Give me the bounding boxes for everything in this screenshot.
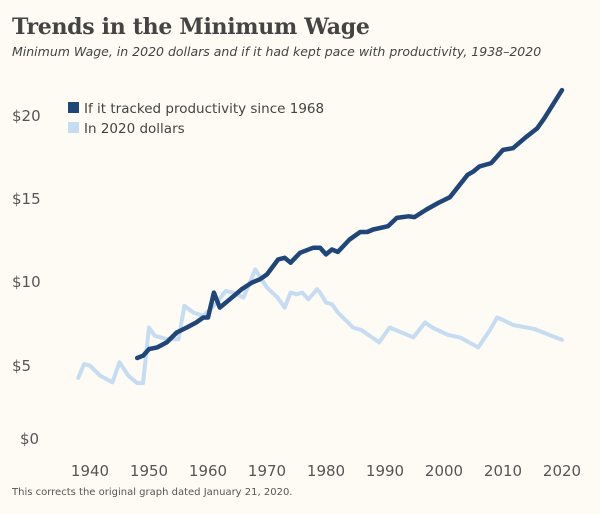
y-tick-label: $0 <box>20 430 39 448</box>
x-tick-label: 1980 <box>307 462 345 480</box>
chart-subtitle: Minimum Wage, in 2020 dollars and if it … <box>12 44 542 59</box>
series-line-2020-dollars <box>76 267 564 386</box>
x-tick-label: 1990 <box>366 462 404 480</box>
series-line-productivity <box>134 87 565 361</box>
x-tick-label: 2010 <box>484 462 522 480</box>
y-tick-label: $20 <box>12 107 41 125</box>
legend: If it tracked productivity since 1968 In… <box>68 101 324 137</box>
legend-swatch-productivity <box>68 102 79 113</box>
x-tick-label: 1940 <box>71 462 109 480</box>
x-tick-label: 2000 <box>425 462 463 480</box>
chart-title: Trends in the Minimum Wage <box>12 14 370 40</box>
footnote: This corrects the original graph dated J… <box>12 487 293 498</box>
x-tick-label: 2020 <box>543 462 581 480</box>
x-tick-label: 1960 <box>189 462 227 480</box>
y-tick-label: $5 <box>12 357 31 375</box>
legend-swatch-2020-dollars <box>68 122 79 133</box>
x-tick-label: 1970 <box>248 462 286 480</box>
y-tick-label: $10 <box>12 273 41 291</box>
legend-label-productivity: If it tracked productivity since 1968 <box>84 101 324 117</box>
legend-label-2020-dollars: In 2020 dollars <box>84 121 185 137</box>
x-tick-label: 1950 <box>130 462 168 480</box>
y-tick-label: $15 <box>12 190 41 208</box>
